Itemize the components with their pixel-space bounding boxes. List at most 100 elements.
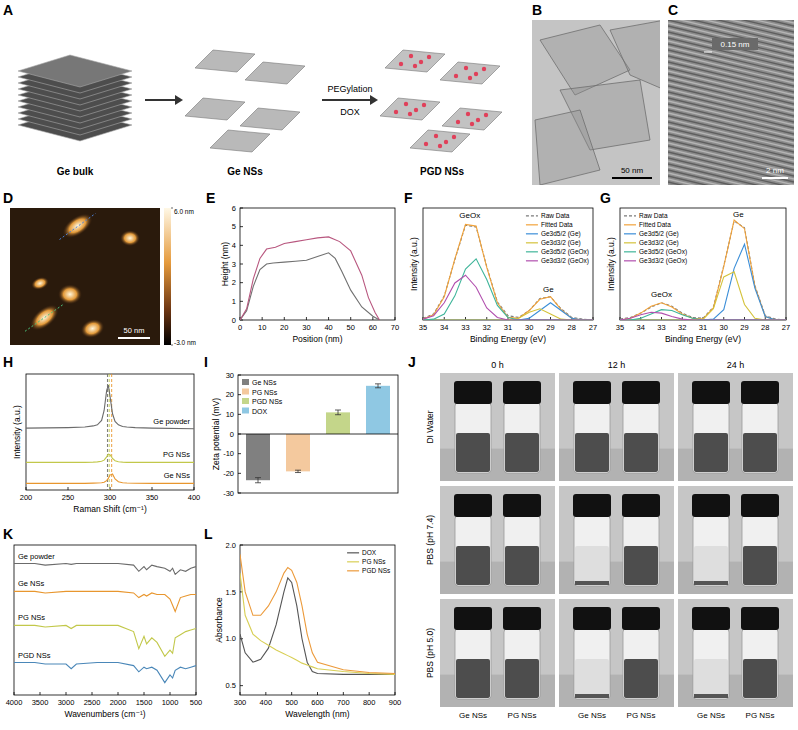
x-tick-label: 0 xyxy=(238,323,242,332)
arrow xyxy=(322,99,372,101)
x-tick xyxy=(262,317,263,320)
x-tick xyxy=(92,692,93,695)
vial-cap xyxy=(692,607,730,630)
vial-glass xyxy=(455,516,491,586)
vial-liquid xyxy=(575,433,609,472)
series-group xyxy=(240,237,380,320)
error-bar xyxy=(375,384,381,388)
x-tick xyxy=(14,692,15,695)
x-tick-label: 29 xyxy=(546,323,554,332)
vial-glass xyxy=(455,629,491,699)
legend-label: PGD NSs xyxy=(362,567,391,574)
legend-swatch xyxy=(526,233,538,234)
bulk-layer xyxy=(18,55,132,87)
legend-label: PGD NSs xyxy=(252,398,283,405)
legend-label: Ge3d5/2 (Ge) xyxy=(639,230,679,238)
dox-dot xyxy=(452,135,456,139)
y-tick xyxy=(240,245,243,246)
dox-dot xyxy=(424,142,428,146)
nanosheet xyxy=(410,130,470,152)
x-tick-label: 29 xyxy=(740,323,748,332)
y-tick xyxy=(240,226,243,227)
dox-dot xyxy=(422,103,426,107)
photo-cell xyxy=(440,373,555,481)
y-tick xyxy=(238,473,241,474)
x-tick xyxy=(196,692,197,695)
colorbar-label: -3.0 nm xyxy=(174,339,196,346)
series-group xyxy=(423,224,593,320)
x-axis-title: Wavelength (nm) xyxy=(285,709,350,719)
error-cap xyxy=(375,387,381,388)
error-cap xyxy=(335,410,341,411)
vial-cap xyxy=(622,381,660,404)
y-axis-title: Intensity (a.u.) xyxy=(409,237,419,291)
y-tick xyxy=(240,301,243,302)
x-axis-title: Position (nm) xyxy=(292,334,342,344)
stage-label: Ge bulk xyxy=(57,166,94,177)
nanosheet xyxy=(195,50,255,72)
arrow-head xyxy=(175,95,183,105)
y-tick xyxy=(238,453,241,454)
vial-liquid xyxy=(694,433,728,472)
panel-letter: E xyxy=(206,190,215,206)
sheet-shadow xyxy=(610,20,660,90)
x-tick-label: 2000 xyxy=(110,698,127,707)
vial-glass xyxy=(574,403,610,473)
nanosheet xyxy=(385,50,445,72)
vial-liquid xyxy=(694,546,728,585)
spacing-marker xyxy=(704,52,712,53)
x-tick-label: 31 xyxy=(699,323,707,332)
x-tick xyxy=(372,317,373,320)
scale-label: 2 nm xyxy=(766,166,784,175)
nanosheet-blob xyxy=(78,316,107,341)
legend-label: Fitted Data xyxy=(639,221,671,228)
panel-letter: A xyxy=(3,2,13,18)
vial-glass xyxy=(504,516,540,586)
x-axis-title: Wavenumbers (cm⁻¹) xyxy=(64,709,145,719)
scale-label: 50 nm xyxy=(124,326,145,335)
y-tick xyxy=(238,493,241,494)
vial-glass xyxy=(693,403,729,473)
series-label: PG NSs xyxy=(163,450,190,459)
legend: Ge NSsPG NSsPGD NSsDOX xyxy=(242,379,283,415)
vial-glass xyxy=(623,403,659,473)
x-tick-label: 28 xyxy=(568,323,576,332)
image-ground xyxy=(10,208,160,345)
legend-label: Ge3d3/2 (Ge) xyxy=(541,239,581,247)
nanosheet-blob xyxy=(26,300,64,336)
vial-liquid xyxy=(505,546,539,585)
vial-cap xyxy=(503,381,541,404)
y-tick xyxy=(240,264,243,265)
hrtem-image xyxy=(668,20,794,185)
series-line xyxy=(240,253,380,320)
image-ground xyxy=(668,20,794,185)
error-bar xyxy=(335,410,341,415)
photo-cell xyxy=(678,486,793,594)
dox-dot xyxy=(399,62,403,66)
x-tick-label: 900 xyxy=(389,698,402,707)
x-tick-label: 30 xyxy=(720,323,728,332)
dox-dot xyxy=(456,120,460,124)
x-tick-label: 3000 xyxy=(58,698,75,707)
x-tick-label: 60 xyxy=(369,323,377,332)
vial-liquid xyxy=(505,433,539,472)
scale-bar xyxy=(612,177,652,179)
bar xyxy=(246,434,270,480)
scale-bar xyxy=(762,177,788,179)
series-line xyxy=(620,310,786,320)
vial-glass xyxy=(623,516,659,586)
y-tick xyxy=(240,282,243,283)
vial-cap xyxy=(692,381,730,404)
legend-label: Ge3d3/2 (Ge) xyxy=(639,239,679,247)
vial-glass xyxy=(742,629,778,699)
plot-frame xyxy=(240,208,395,320)
vial-liquid xyxy=(456,433,490,472)
bar-group xyxy=(246,384,390,483)
vial-glass xyxy=(455,403,491,473)
legend-label: Ge3d3/2 (GeOx) xyxy=(541,257,589,265)
vial-glass xyxy=(693,516,729,586)
vial-liquid xyxy=(694,659,728,698)
x-tick-label: 27 xyxy=(589,323,597,332)
legend-label: Raw Data xyxy=(541,212,570,219)
dox-dot xyxy=(413,64,417,68)
